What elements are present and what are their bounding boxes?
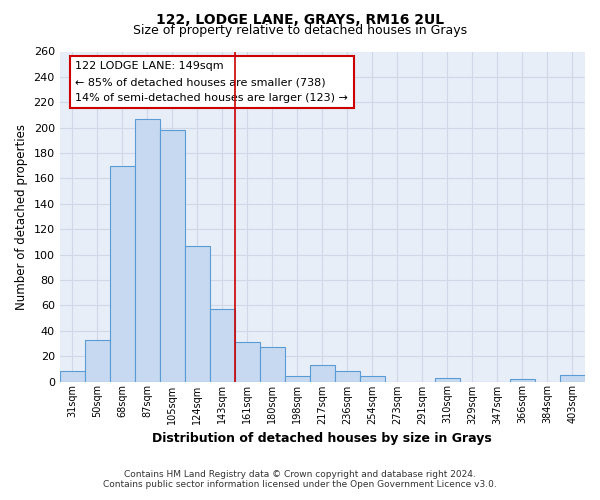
Bar xyxy=(310,365,335,382)
Bar xyxy=(360,376,385,382)
Y-axis label: Number of detached properties: Number of detached properties xyxy=(15,124,28,310)
Text: 122 LODGE LANE: 149sqm
← 85% of detached houses are smaller (738)
14% of semi-de: 122 LODGE LANE: 149sqm ← 85% of detached… xyxy=(76,62,349,102)
Bar xyxy=(59,372,85,382)
Bar xyxy=(235,342,260,382)
Bar xyxy=(85,340,110,382)
Bar xyxy=(335,372,360,382)
Bar xyxy=(185,246,210,382)
Bar xyxy=(135,119,160,382)
Text: Contains HM Land Registry data © Crown copyright and database right 2024.
Contai: Contains HM Land Registry data © Crown c… xyxy=(103,470,497,489)
Bar xyxy=(285,376,310,382)
Text: Size of property relative to detached houses in Grays: Size of property relative to detached ho… xyxy=(133,24,467,37)
Text: 122, LODGE LANE, GRAYS, RM16 2UL: 122, LODGE LANE, GRAYS, RM16 2UL xyxy=(156,12,444,26)
Bar xyxy=(510,379,535,382)
Bar xyxy=(435,378,460,382)
Bar xyxy=(260,347,285,382)
Bar xyxy=(210,309,235,382)
X-axis label: Distribution of detached houses by size in Grays: Distribution of detached houses by size … xyxy=(152,432,492,445)
Bar xyxy=(160,130,185,382)
Bar xyxy=(110,166,135,382)
Bar xyxy=(560,375,585,382)
